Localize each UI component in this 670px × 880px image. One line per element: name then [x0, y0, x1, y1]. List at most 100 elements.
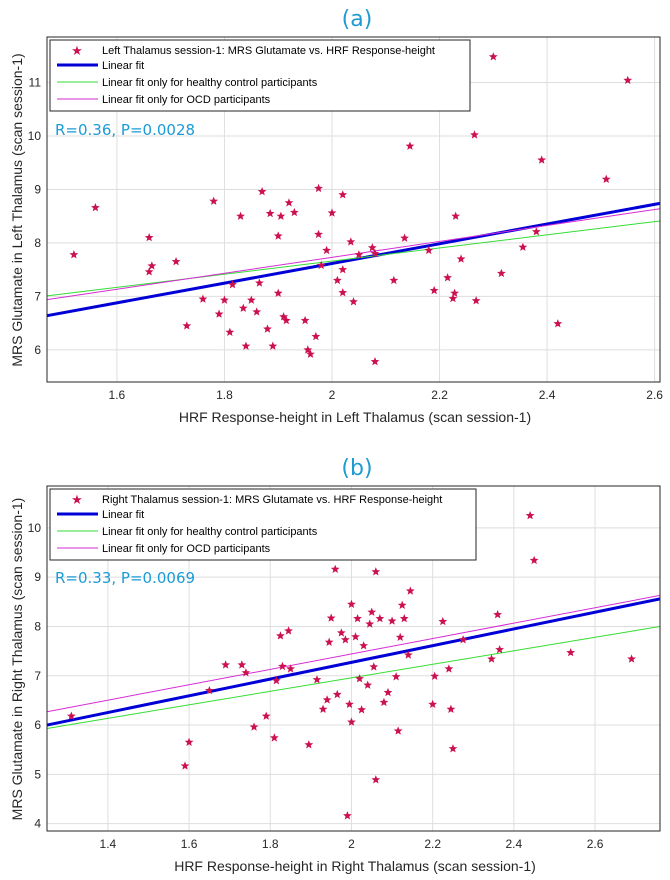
legend-box: [49, 39, 471, 112]
y-tick-label: 9: [34, 182, 41, 196]
legend-entry-fit: Linear fit: [102, 60, 144, 72]
data-point: [276, 211, 286, 220]
data-point: [214, 309, 224, 318]
x-tick-label: 1.4: [100, 837, 117, 851]
data-point: [338, 190, 348, 199]
data-point: [241, 668, 251, 677]
data-point: [353, 613, 362, 623]
data-point: [363, 680, 373, 689]
data-point: [66, 711, 76, 720]
data-point: [403, 650, 413, 659]
y-tick-label: 5: [34, 767, 41, 781]
data-point: [261, 711, 271, 720]
y-axis-label: MRS Glutamate in Left Thalamus (scan ses…: [9, 53, 25, 366]
data-point: [304, 740, 314, 749]
data-point: [367, 607, 377, 616]
legend: ★ Right Thalamus session-1: MRS Glutamat…: [49, 488, 477, 561]
data-point: [279, 312, 288, 321]
data-point: [488, 52, 498, 61]
data-point: [326, 613, 336, 622]
data-point: [284, 198, 294, 207]
y-tick-label: 7: [34, 669, 41, 683]
data-point: [371, 567, 381, 576]
chart-panel-a: (a) 1.6 1.8 2 2.2 2.4 2.6 6 7 8 9 10 11 HRF Respons…: [9, 7, 663, 425]
x-tick-label: 1.8: [262, 837, 279, 851]
data-point: [487, 654, 496, 663]
data-point: [257, 186, 267, 196]
data-point: [314, 183, 323, 193]
ocd-fit-line: [46, 208, 661, 301]
data-point: [443, 273, 452, 282]
panel-title: (b): [341, 456, 372, 481]
legend-entry-ocd: Linear fit only for OCD participants: [102, 94, 271, 106]
data-point: [471, 296, 481, 305]
data-point: [446, 704, 456, 713]
data-point: [281, 315, 291, 325]
data-point: [312, 675, 322, 684]
data-point: [623, 75, 633, 85]
data-point: [225, 327, 235, 336]
y-tick-label: 9: [34, 570, 41, 584]
data-point: [286, 664, 295, 673]
x-tick-label: 2.6: [587, 837, 604, 851]
y-tick-label: 8: [34, 236, 41, 250]
legend-entry-hc: Linear fit only for healthy control part…: [102, 526, 318, 538]
y-tick-label: 10: [28, 129, 42, 143]
data-point: [220, 295, 229, 304]
fit-lines: [46, 201, 661, 318]
data-point: [336, 628, 346, 637]
data-point: [316, 260, 326, 270]
data-point: [324, 637, 334, 646]
data-point: [306, 349, 315, 358]
data-point: [91, 203, 100, 212]
data-point: [470, 130, 479, 139]
data-point: [238, 303, 248, 312]
data-point: [322, 695, 332, 704]
panel-title: (a): [342, 7, 373, 32]
data-point: [180, 761, 190, 770]
data-point: [399, 613, 409, 623]
data-point: [400, 233, 409, 242]
data-point: [303, 345, 313, 354]
x-tick-label: 2.4: [539, 388, 556, 402]
y-tick-label: 6: [34, 343, 41, 357]
data-point: [424, 245, 434, 255]
data-point: [395, 632, 405, 642]
hc-fit-line: [46, 220, 661, 297]
data-point: [205, 685, 214, 695]
data-point: [332, 275, 342, 285]
data-point: [370, 249, 380, 258]
data-point: [278, 661, 287, 671]
data-point: [444, 664, 454, 673]
data-point: [405, 141, 415, 150]
y-tick-label: 10: [28, 521, 42, 535]
data-point: [269, 733, 279, 742]
data-point: [525, 510, 535, 520]
data-points: [66, 510, 636, 820]
data-point: [268, 341, 278, 350]
data-point: [249, 722, 259, 731]
data-point: [147, 261, 157, 270]
data-point: [263, 324, 272, 333]
data-point: [273, 288, 283, 297]
stat-annotation: R=0.36, P=0.0028: [55, 121, 195, 139]
x-tick-label: 2: [329, 388, 336, 402]
x-tick-label: 1.8: [216, 388, 233, 402]
data-point: [379, 697, 389, 707]
data-points: [69, 52, 633, 366]
data-point: [221, 660, 230, 669]
data-point: [450, 288, 459, 297]
legend-entry-fit: Linear fit: [102, 509, 144, 521]
x-tick-label: 2.6: [646, 388, 663, 402]
legend-entry-hc: Linear fit only for healthy control part…: [102, 77, 318, 89]
x-tick-label: 2.4: [506, 837, 523, 851]
data-point: [553, 319, 563, 328]
legend-entry-ocd: Linear fit only for OCD participants: [102, 543, 271, 555]
data-point: [371, 775, 381, 784]
hc-fit-line: [46, 625, 661, 729]
y-tick-label: 8: [34, 619, 41, 633]
data-point: [314, 229, 323, 239]
legend: ★ Left Thalamus session-1: MRS Glutamate…: [49, 39, 471, 112]
data-point: [351, 632, 360, 641]
